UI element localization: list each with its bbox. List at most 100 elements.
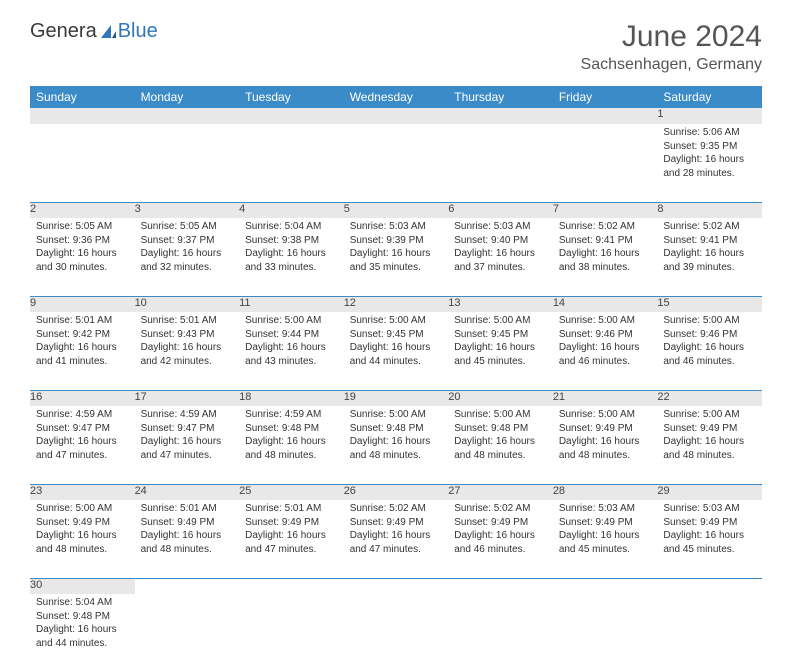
day-cell: Sunrise: 5:00 AMSunset: 9:44 PMDaylight:… [239,312,344,390]
daynum-row: 2345678 [30,202,762,218]
day-cell: Sunrise: 5:00 AMSunset: 9:46 PMDaylight:… [553,312,658,390]
sunset-text: Sunset: 9:48 PM [245,422,338,436]
day-cell: Sunrise: 5:03 AMSunset: 9:49 PMDaylight:… [657,500,762,578]
day-content: Sunrise: 4:59 AMSunset: 9:48 PMDaylight:… [239,406,344,466]
day-cell [448,124,553,202]
day-content: Sunrise: 5:00 AMSunset: 9:49 PMDaylight:… [30,500,135,560]
day-number: 14 [553,296,658,312]
week-row: Sunrise: 5:00 AMSunset: 9:49 PMDaylight:… [30,500,762,578]
day-cell: Sunrise: 5:02 AMSunset: 9:41 PMDaylight:… [657,218,762,296]
day-cell: Sunrise: 5:03 AMSunset: 9:39 PMDaylight:… [344,218,449,296]
day-cell: Sunrise: 5:05 AMSunset: 9:36 PMDaylight:… [30,218,135,296]
day-number [344,578,449,594]
day-content: Sunrise: 5:04 AMSunset: 9:38 PMDaylight:… [239,218,344,278]
daylight-text: Daylight: 16 hours and 33 minutes. [245,247,338,274]
day-number [239,108,344,124]
daylight-text: Daylight: 16 hours and 46 minutes. [559,341,652,368]
sunset-text: Sunset: 9:44 PM [245,328,338,342]
day-content: Sunrise: 5:02 AMSunset: 9:41 PMDaylight:… [657,218,762,278]
day-header: Friday [553,86,658,108]
daynum-row: 30 [30,578,762,594]
day-header: Thursday [448,86,553,108]
day-content: Sunrise: 5:00 AMSunset: 9:46 PMDaylight:… [657,312,762,372]
day-number: 22 [657,390,762,406]
day-number: 12 [344,296,449,312]
day-number [448,108,553,124]
daylight-text: Daylight: 16 hours and 35 minutes. [350,247,443,274]
day-number [30,108,135,124]
day-number: 9 [30,296,135,312]
day-header: Saturday [657,86,762,108]
daylight-text: Daylight: 16 hours and 47 minutes. [141,435,234,462]
daylight-text: Daylight: 16 hours and 42 minutes. [141,341,234,368]
week-row: Sunrise: 5:06 AMSunset: 9:35 PMDaylight:… [30,124,762,202]
day-cell [448,594,553,672]
week-row: Sunrise: 5:05 AM Sunset: 9:36 PM Daylight:… [30,218,762,296]
day-number: 29 [657,484,762,500]
daylight-text: Daylight: 16 hours and 45 minutes. [559,529,652,556]
day-content: Sunrise: 5:06 AMSunset: 9:35 PMDaylight:… [657,124,762,184]
daylight-text: Daylight: 16 hours and 47 minutes. [36,435,129,462]
sunrise-text: Sunrise: 5:00 AM [559,408,652,422]
day-header: Tuesday [239,86,344,108]
day-header: Monday [135,86,240,108]
sunset-text: Sunset: 9:36 PM [36,234,129,248]
sunset-text: Sunset: 9:49 PM [559,422,652,436]
day-cell: Sunrise: 4:59 AMSunset: 9:47 PMDaylight:… [30,406,135,484]
daylight-text: Daylight: 16 hours and 48 minutes. [245,435,338,462]
sunset-text: Sunset: 9:49 PM [559,516,652,530]
day-cell: Sunrise: 5:00 AMSunset: 9:45 PMDaylight:… [344,312,449,390]
sunset-text: Sunset: 9:46 PM [663,328,756,342]
sunrise-text: Sunrise: 5:02 AM [350,502,443,516]
sunrise-text: Sunrise: 5:00 AM [245,314,338,328]
sunrise-text: Sunrise: 5:00 AM [350,408,443,422]
day-cell: Sunrise: 5:02 AMSunset: 9:49 PMDaylight:… [344,500,449,578]
day-number [553,578,658,594]
daylight-text: Daylight: 16 hours and 48 minutes. [663,435,756,462]
day-number: 25 [239,484,344,500]
sunset-text: Sunset: 9:49 PM [141,516,234,530]
day-number: 27 [448,484,553,500]
day-content: Sunrise: 5:03 AMSunset: 9:49 PMDaylight:… [553,500,658,560]
logo-text-2: Blue [118,20,158,43]
day-content: Sunrise: 5:03 AMSunset: 9:40 PMDaylight:… [448,218,553,278]
daynum-row: 1 [30,108,762,124]
day-number: 11 [239,296,344,312]
day-cell: Sunrise: 5:04 AMSunset: 9:38 PMDaylight:… [239,218,344,296]
day-number: 16 [30,390,135,406]
day-content: Sunrise: 5:02 AMSunset: 9:49 PMDaylight:… [448,500,553,560]
daylight-text: Daylight: 16 hours and 41 minutes. [36,341,129,368]
day-number [344,108,449,124]
day-content: Sunrise: 5:03 AMSunset: 9:49 PMDaylight:… [657,500,762,560]
day-cell: Sunrise: 4:59 AMSunset: 9:47 PMDaylight:… [135,406,240,484]
sunrise-text: Sunrise: 5:05 AM [141,220,234,234]
day-content: Sunrise: 5:05 AMSunset: 9:36 PMDaylight:… [30,218,135,278]
day-number: 28 [553,484,658,500]
day-content: Sunrise: 4:59 AMSunset: 9:47 PMDaylight:… [30,406,135,466]
sunrise-text: Sunrise: 5:03 AM [454,220,547,234]
day-cell: Sunrise: 5:04 AMSunset: 9:48 PMDaylight:… [30,594,135,672]
sunset-text: Sunset: 9:49 PM [36,516,129,530]
day-content: Sunrise: 5:03 AMSunset: 9:39 PMDaylight:… [344,218,449,278]
day-cell: Sunrise: 5:00 AMSunset: 9:48 PMDaylight:… [448,406,553,484]
day-cell [239,124,344,202]
sunset-text: Sunset: 9:49 PM [663,422,756,436]
daylight-text: Daylight: 16 hours and 45 minutes. [663,529,756,556]
daynum-row: 9101112131415 [30,296,762,312]
day-cell: Sunrise: 5:03 AMSunset: 9:40 PMDaylight:… [448,218,553,296]
day-content: Sunrise: 5:02 AMSunset: 9:49 PMDaylight:… [344,500,449,560]
sunset-text: Sunset: 9:37 PM [141,234,234,248]
daylight-text: Daylight: 16 hours and 47 minutes. [245,529,338,556]
day-cell [344,124,449,202]
sunset-text: Sunset: 9:38 PM [245,234,338,248]
sunrise-text: Sunrise: 5:01 AM [141,502,234,516]
logo-text-1: Genera [30,20,97,43]
month-title: June 2024 [581,20,762,54]
sunrise-text: Sunrise: 5:02 AM [663,220,756,234]
day-cell: Sunrise: 5:01 AMSunset: 9:49 PMDaylight:… [239,500,344,578]
day-number: 26 [344,484,449,500]
sunrise-text: Sunrise: 4:59 AM [36,408,129,422]
day-number: 17 [135,390,240,406]
sunrise-text: Sunrise: 5:04 AM [36,596,129,610]
sunset-text: Sunset: 9:40 PM [454,234,547,248]
